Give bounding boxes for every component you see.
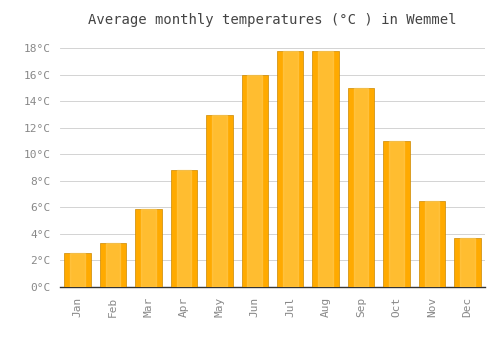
Bar [141,209,156,287]
Bar [312,51,339,287]
Bar [248,75,262,287]
Bar [383,141,409,287]
Bar [318,51,333,287]
Bar [136,209,162,287]
Bar [64,252,91,287]
Bar [354,88,368,287]
Bar [348,88,374,287]
Bar [170,170,197,287]
Bar [277,51,303,287]
Bar [100,243,126,287]
Bar [212,114,226,287]
Bar [242,75,268,287]
Bar [389,141,404,287]
Bar [424,201,439,287]
Title: Average monthly temperatures (°C ) in Wemmel: Average monthly temperatures (°C ) in We… [88,13,457,27]
Bar [283,51,298,287]
Bar [206,114,233,287]
Bar [418,201,445,287]
Bar [106,243,120,287]
Bar [70,252,85,287]
Bar [176,170,192,287]
Bar [460,238,474,287]
Bar [454,238,480,287]
